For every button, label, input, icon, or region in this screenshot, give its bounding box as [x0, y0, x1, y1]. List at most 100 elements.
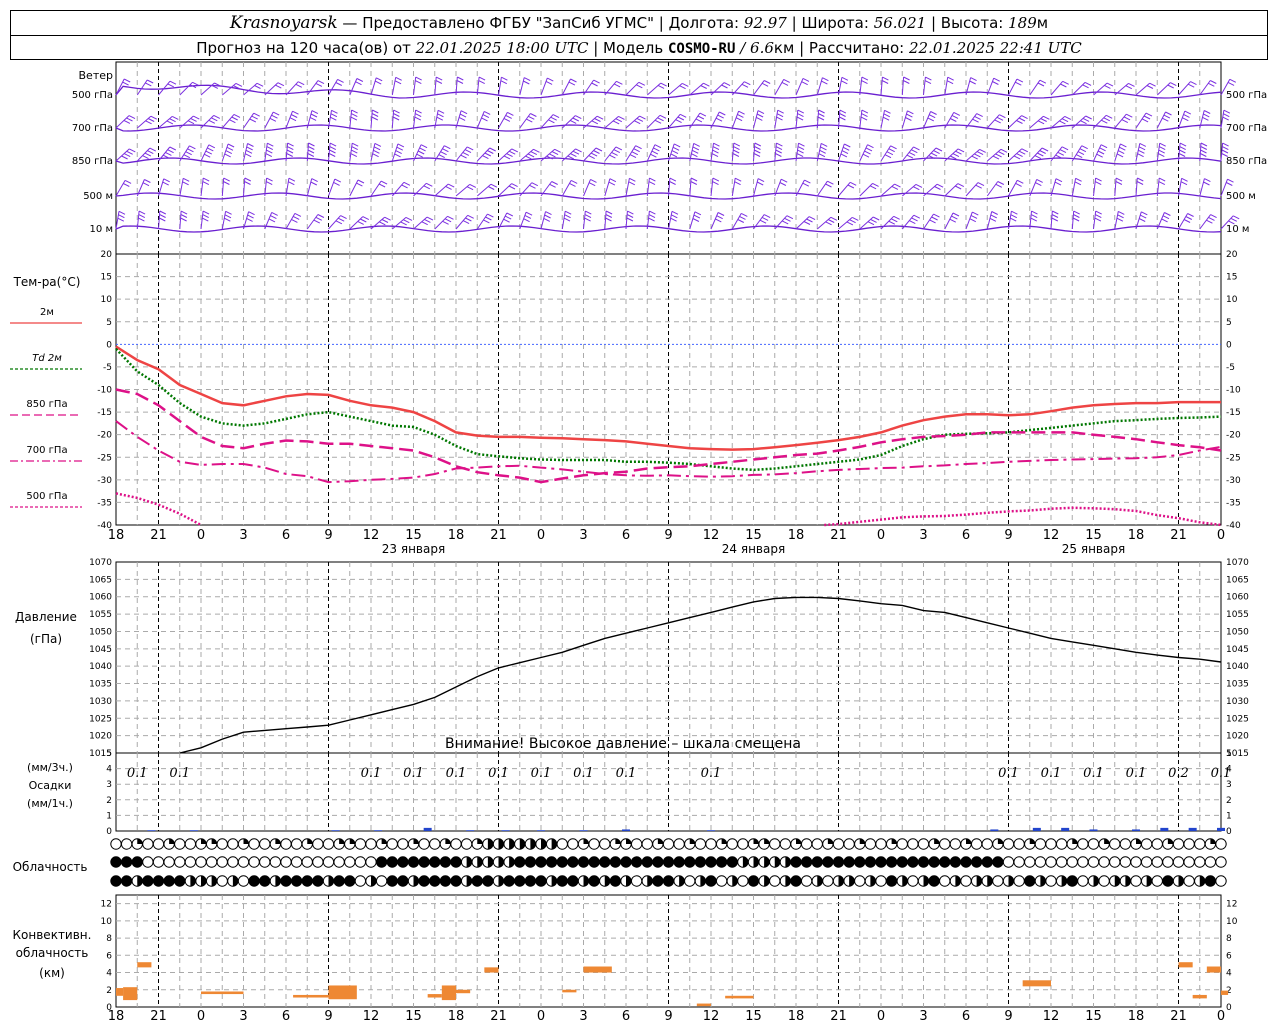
cloud-cover-circle	[429, 838, 441, 850]
wind-barb	[1156, 177, 1166, 197]
cloud-cover-fill	[753, 838, 759, 844]
cloud-cover-fill	[381, 838, 387, 844]
hour-tick-label-bottom: 9	[664, 1009, 672, 1024]
cloud-cover-fill	[466, 856, 472, 868]
wind-barb	[285, 110, 299, 129]
wind-barb	[816, 142, 828, 162]
hour-tick-label: 0	[877, 528, 885, 543]
cloud-cover-circle	[280, 838, 292, 850]
wind-barb	[668, 82, 689, 96]
cloud-cover-fill	[620, 856, 632, 868]
wind-barb	[306, 214, 325, 230]
wind-barb	[986, 181, 1005, 197]
cloud-cover-fill	[928, 856, 940, 868]
cloud-cover-fill	[583, 838, 589, 844]
wind-barb	[349, 179, 365, 197]
cloud-cover-circle	[248, 856, 260, 868]
wind-barb	[880, 109, 891, 129]
hour-tick-label-bottom: 15	[1085, 1009, 1102, 1024]
convective-bar	[1192, 994, 1207, 999]
cloud-cover-fill	[647, 875, 653, 887]
wind-barb	[838, 143, 851, 162]
cloud-cover-fill	[610, 856, 621, 868]
wind-barb	[179, 81, 199, 96]
wind-barb	[689, 177, 698, 197]
temp-tick-label-right: -5	[1226, 363, 1235, 373]
wind-barb	[306, 178, 318, 197]
temp-tick-label: -35	[97, 498, 112, 508]
cloud-cover-circle	[567, 838, 579, 850]
wind-barb	[646, 177, 656, 197]
cloud-cover-fill	[153, 875, 164, 887]
cloud-cover-fill	[827, 838, 834, 844]
cloud-cover-fill	[642, 856, 653, 868]
wind-barb	[413, 109, 422, 129]
cloud-cover-circle	[450, 838, 462, 850]
wind-barb	[476, 147, 496, 162]
wind-barb	[476, 76, 486, 96]
hour-tick-label: 15	[405, 528, 422, 543]
cloud-cover-fill	[259, 875, 270, 887]
wind-barb	[944, 212, 960, 230]
wind-level-label-right: 500 гПа	[1226, 90, 1267, 101]
cloud-cover-circle	[375, 875, 388, 887]
hour-tick-label-bottom: 15	[405, 1009, 422, 1024]
wind-barb	[859, 144, 874, 162]
cloud-cover-fill	[1210, 838, 1216, 844]
wind-barb	[1135, 211, 1148, 230]
cloud-cover-fill	[822, 856, 834, 868]
altitude-value: 189	[1008, 14, 1037, 32]
cloud-cover-fill	[211, 875, 217, 887]
cloud-cover-fill	[190, 875, 196, 887]
precip-bar	[622, 829, 630, 831]
cloud-cover-circle	[641, 838, 653, 850]
cloud-cover-circle	[259, 838, 271, 850]
wind-barb	[221, 143, 235, 162]
cloud-cover-circle	[684, 875, 696, 887]
cloud-cover-circle	[1183, 875, 1195, 887]
wind-barb	[859, 216, 880, 230]
cloud-cover-circle	[779, 838, 792, 850]
wind-barb	[370, 180, 388, 197]
cloud-cover-fill	[1029, 838, 1035, 844]
wind-barb	[816, 180, 834, 197]
wind-barb	[1135, 142, 1147, 162]
cloud-cover-fill	[1040, 875, 1046, 887]
cloud-cover-circle	[174, 838, 186, 850]
cloud-cover-fill	[732, 875, 738, 887]
wind-level-label: 500 м	[83, 191, 113, 202]
cloud-cover-fill	[142, 875, 154, 887]
cloud-cover-fill	[169, 838, 175, 844]
precip-value-label: 0.1	[1211, 766, 1232, 781]
wind-barb	[880, 145, 897, 162]
cloud-cover-circle	[896, 838, 908, 850]
temp-tick-label: -25	[97, 453, 112, 463]
pressure-tick-label-right: 1040	[1226, 662, 1249, 672]
hour-tick-label: 6	[622, 528, 630, 543]
hour-tick-label: 21	[830, 528, 847, 543]
cloud-cover-circle	[1077, 856, 1089, 868]
cloud-cover-fill	[764, 838, 770, 844]
cloud-cover-circle	[1045, 875, 1057, 887]
cloud-cover-fill	[445, 838, 451, 844]
wind-barb	[349, 142, 359, 162]
precip-tick-label: 5	[106, 749, 112, 759]
wind-barb	[1050, 178, 1063, 197]
wind-barb	[795, 109, 805, 129]
cloud-cover-fill	[626, 875, 632, 887]
cloud-cover-fill	[748, 875, 759, 887]
pressure-tick-label-right: 1025	[1226, 714, 1249, 724]
convective-bar	[328, 985, 357, 1000]
cloud-cover-circle	[269, 856, 282, 868]
cloud-cover-fill	[514, 875, 525, 887]
wind-barb	[243, 177, 252, 197]
station-name: Krasnoyarsk	[229, 13, 338, 33]
cloud-cover-circle	[1087, 838, 1100, 850]
wind-title: Ветер	[79, 69, 113, 82]
cloud-cover-circle	[1013, 856, 1025, 868]
convective-bar	[562, 989, 577, 993]
cloud-cover-fill	[727, 856, 738, 868]
convective-bar	[696, 1003, 711, 1007]
wind-barb	[561, 78, 577, 96]
temp-tick-label: 0	[106, 340, 112, 350]
